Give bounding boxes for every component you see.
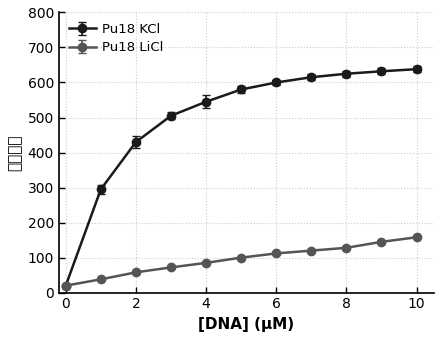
Legend: Pu18 KCl, Pu18 LiCl: Pu18 KCl, Pu18 LiCl [65,19,168,58]
X-axis label: [DNA] (μM): [DNA] (μM) [198,317,295,332]
Y-axis label: 荧光强度: 荧光强度 [7,134,22,171]
